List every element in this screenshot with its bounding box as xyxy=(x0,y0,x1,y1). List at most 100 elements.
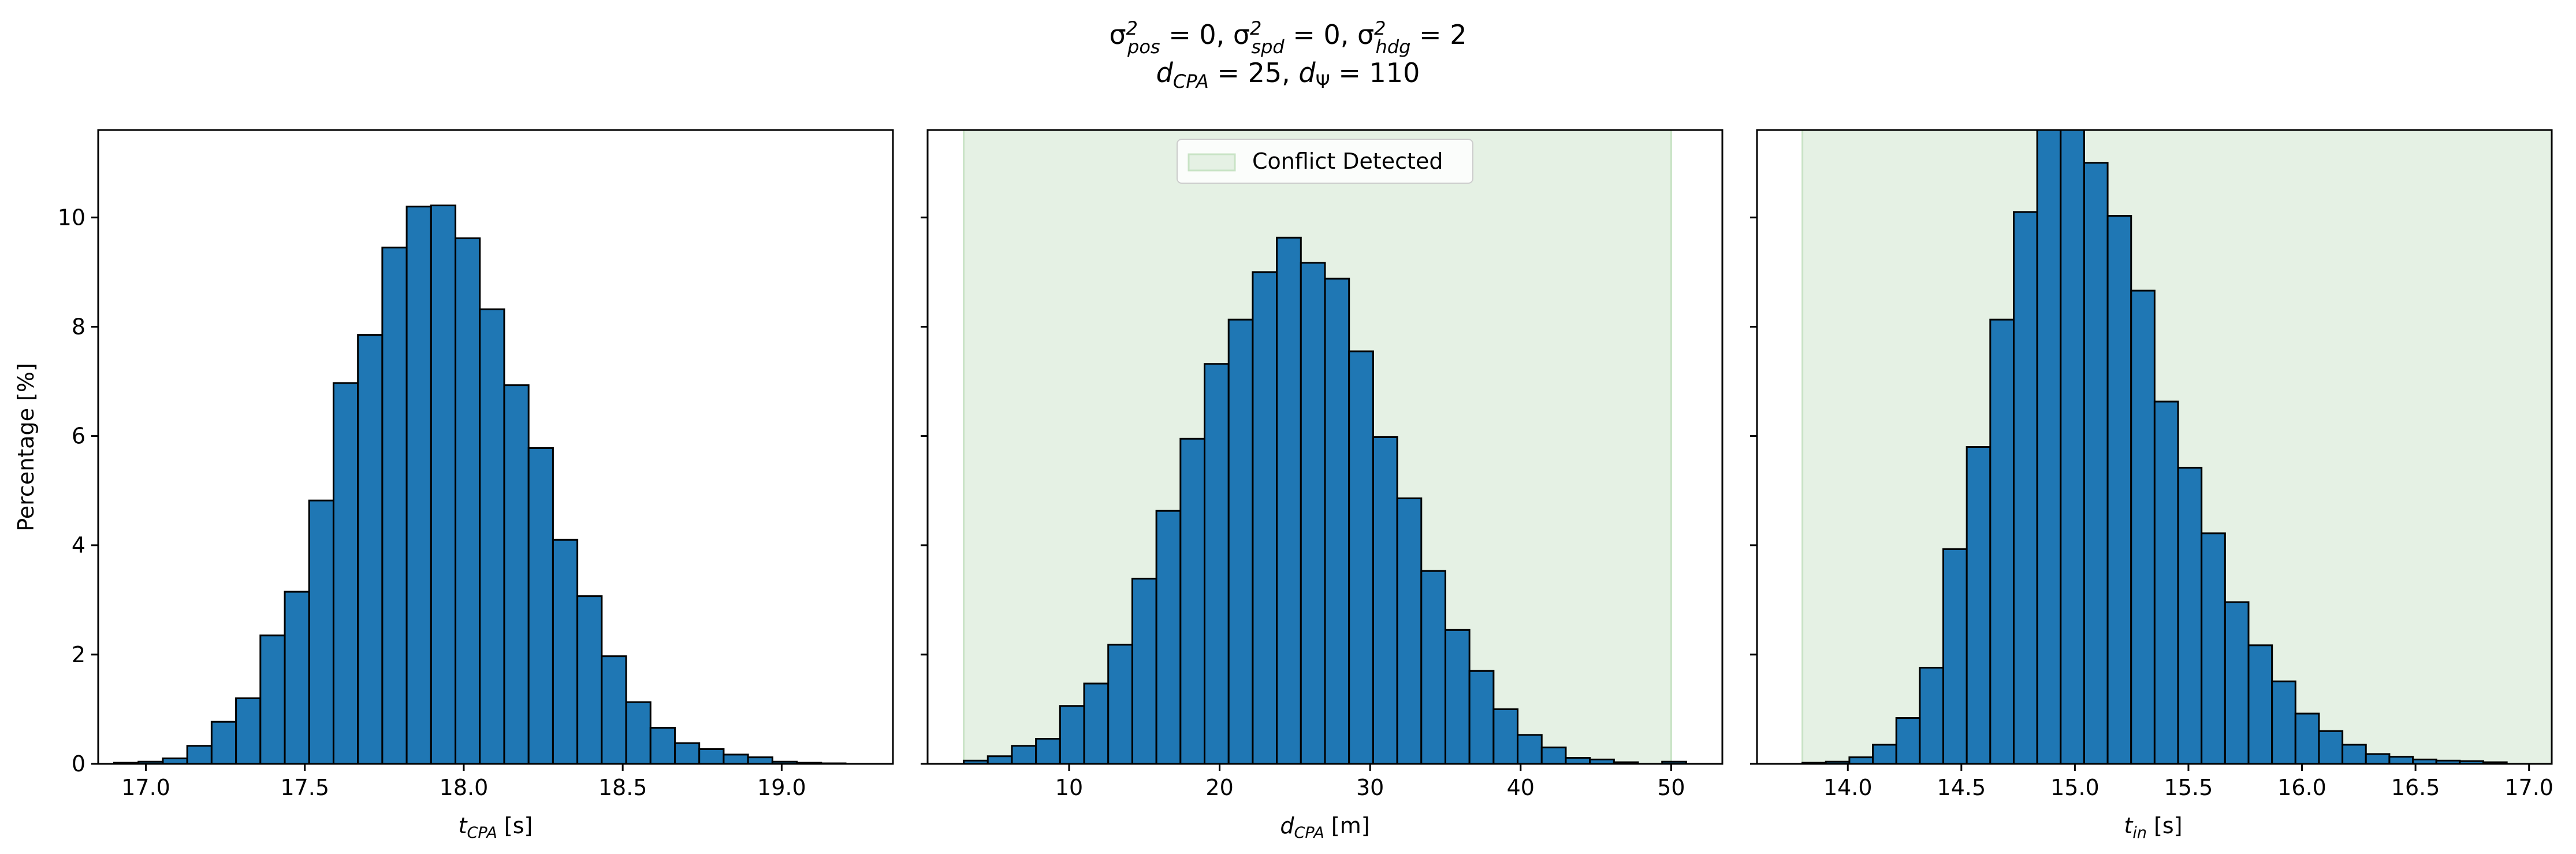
histogram-bar xyxy=(601,655,627,764)
histogram-bar xyxy=(1372,436,1398,764)
x-tick-label: 40 xyxy=(1507,775,1535,800)
histogram-bar xyxy=(2271,680,2296,764)
histogram-bar xyxy=(1965,446,1991,764)
y-axis-label: Percentage [%] xyxy=(13,363,39,532)
histogram-bar xyxy=(2106,214,2132,764)
histogram-bar xyxy=(2153,400,2179,764)
histogram-bar xyxy=(332,382,359,764)
x-tick-label: 17.0 xyxy=(2504,775,2553,800)
histogram-bar xyxy=(357,334,384,764)
histogram-bar xyxy=(1011,745,1037,764)
histogram-bar xyxy=(503,384,530,764)
histogram-bar xyxy=(1942,548,1968,764)
x-tick-label: 14.0 xyxy=(1823,775,1873,800)
histogram-bar xyxy=(2294,712,2320,764)
x-tick-label: 18.5 xyxy=(598,775,647,800)
histogram-bar xyxy=(1204,363,1230,764)
panel-t-cpa: 17.0 17.5 18.0 18.5 19.0 0 2 4 6 8 10 xyxy=(58,129,894,800)
histogram-bar xyxy=(1179,437,1206,764)
histogram-bar xyxy=(2060,130,2085,764)
x-axis-label-t-in: tin [s] xyxy=(2124,813,2182,842)
histogram-bar xyxy=(1059,705,1085,764)
axes-frame xyxy=(97,129,894,765)
y-tick-label: 10 xyxy=(58,205,85,230)
histogram-bar xyxy=(1444,629,1471,764)
histogram-bar xyxy=(430,205,457,764)
x-axis-label-d-cpa: dCPA [m] xyxy=(1280,813,1369,842)
histogram-bar xyxy=(235,697,262,764)
histogram-bar xyxy=(1517,734,1543,764)
histogram-bar xyxy=(2247,644,2273,764)
histogram-bar xyxy=(673,742,701,764)
x-tick-label: 20 xyxy=(1205,775,1233,800)
histogram-bar xyxy=(2201,532,2226,764)
x-tick-label: 15.5 xyxy=(2164,775,2213,800)
panel-d-cpa: 10 20 30 40 50 Conflict Detected xyxy=(921,129,1723,800)
histogram-bar xyxy=(1540,747,1567,764)
x-tick-label: 17.0 xyxy=(121,775,170,800)
histogram-bar xyxy=(2012,211,2038,764)
histogram-bar xyxy=(1919,667,1945,764)
histogram-bar xyxy=(210,721,237,764)
histogram-bar xyxy=(1661,760,1687,764)
y-tick-label: 4 xyxy=(72,533,85,558)
histogram-bar xyxy=(186,745,213,764)
histogram-bar xyxy=(2036,130,2062,764)
histogram-bar xyxy=(455,237,481,764)
legend-label: Conflict Detected xyxy=(1252,148,1443,174)
x-tick-label: 17.5 xyxy=(280,775,329,800)
histogram-bar xyxy=(649,727,676,764)
histogram-bar xyxy=(747,756,773,764)
histogram-bar xyxy=(1324,277,1350,764)
plot-area xyxy=(1801,130,2552,764)
histogram-bar xyxy=(1565,757,1591,764)
histogram-bar xyxy=(1035,737,1061,764)
x-tick-label: 10 xyxy=(1055,775,1083,800)
histogram-bar xyxy=(1131,577,1157,764)
histogram-bar xyxy=(1468,670,1495,764)
figure-title-line-2: dCPA = 25, dΨ = 110 xyxy=(1156,57,1420,92)
histogram-bar xyxy=(2224,601,2250,764)
histogram-bar xyxy=(1348,350,1374,764)
y-tick-label: 0 xyxy=(72,751,85,777)
histogram-bar xyxy=(723,753,749,764)
histogram-bar xyxy=(259,634,286,764)
x-tick-label: 16.0 xyxy=(2277,775,2326,800)
histogram-bar xyxy=(1227,318,1254,764)
histogram-bar xyxy=(1155,510,1182,764)
histogram-bar xyxy=(308,499,334,764)
histogram-bar xyxy=(527,447,554,764)
histogram-bar xyxy=(1276,236,1302,764)
histogram-bar xyxy=(1895,717,1921,764)
axes-frame xyxy=(926,129,1723,765)
histogram-bar xyxy=(381,246,408,764)
x-tick-label: 19.0 xyxy=(757,775,806,800)
histogram-bar xyxy=(625,701,652,764)
x-tick-label: 50 xyxy=(1657,775,1685,800)
histogram-bar xyxy=(698,748,725,764)
legend-swatch xyxy=(1188,153,1236,172)
histogram-bar xyxy=(1872,744,1897,764)
histogram-bar xyxy=(2177,466,2203,764)
histogram-bar xyxy=(1107,644,1133,764)
y-tick-label: 6 xyxy=(72,424,85,449)
x-axis-label-t-cpa: tCPA [s] xyxy=(459,813,533,842)
x-tick-label: 18.0 xyxy=(440,775,489,800)
y-tick-label: 2 xyxy=(72,642,85,667)
panel-t-in: 14.0 14.5 15.0 15.5 16.0 16.5 17.0 xyxy=(1750,129,2553,800)
plot-area xyxy=(963,130,1687,764)
x-tick-label: 15.0 xyxy=(2050,775,2099,800)
plot-area xyxy=(113,205,847,764)
histogram-bar xyxy=(479,308,505,764)
histogram-bar xyxy=(405,205,432,764)
legend-box xyxy=(1177,139,1473,184)
histogram-bar xyxy=(1420,570,1446,764)
histogram-bar xyxy=(2342,744,2367,764)
histogram-bar xyxy=(2130,289,2156,764)
histogram-bar xyxy=(2318,730,2344,764)
histogram-bar xyxy=(1300,262,1326,764)
histogram-bar xyxy=(1492,708,1519,764)
x-tick-label: 16.5 xyxy=(2391,775,2440,800)
histogram-bar xyxy=(1083,682,1110,764)
